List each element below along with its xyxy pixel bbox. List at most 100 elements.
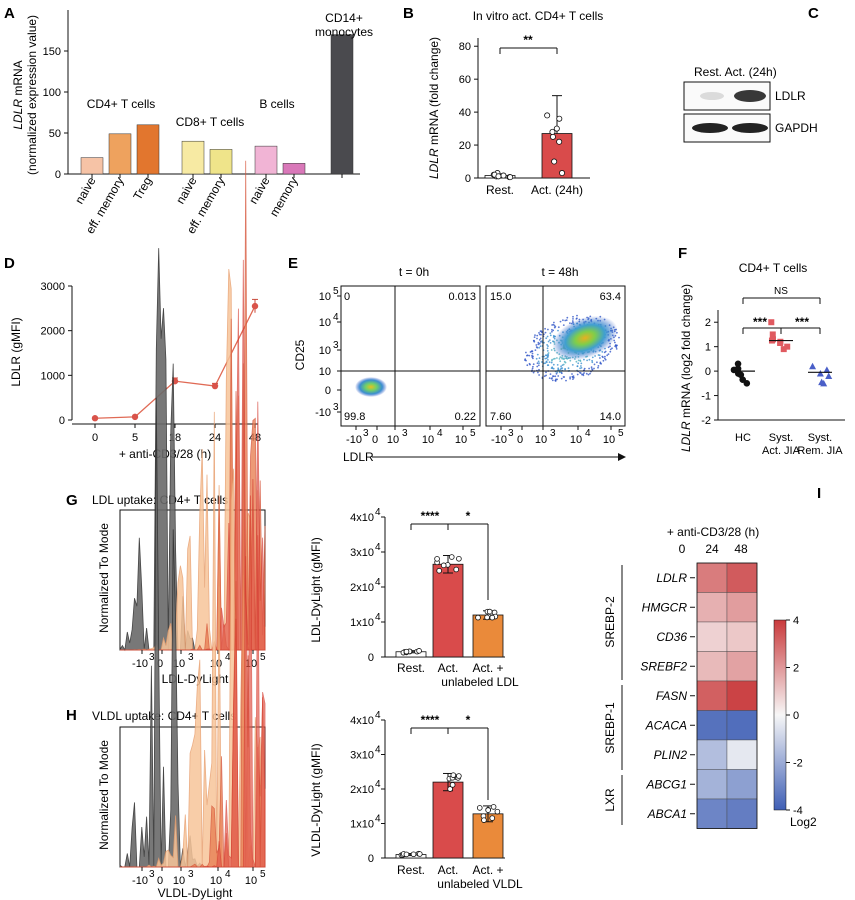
event-dot — [559, 368, 562, 371]
event-dot — [583, 358, 585, 361]
heat-cell — [696, 592, 728, 623]
panel-f-cat-rem-1: Syst. — [808, 432, 832, 444]
heat-row-label: ABCA1 — [647, 807, 687, 821]
event-dot — [551, 328, 553, 331]
data-point — [440, 562, 447, 569]
q48-lr: 14.0 — [600, 411, 621, 423]
data-point — [549, 133, 556, 140]
data-point — [784, 343, 791, 350]
colorbar-label: Log2 — [790, 815, 817, 829]
panel-g-hist-ylabel: Normalized To Mode — [97, 523, 111, 633]
heat-frame — [696, 562, 758, 829]
blot-ldlr-band-act — [734, 90, 766, 102]
panel-f-title: CD4+ T cells — [739, 261, 808, 275]
event-dot — [558, 371, 561, 374]
panel-d-xtick-label: 24 — [209, 432, 221, 444]
ytick-label: 0 — [368, 652, 374, 664]
colorbar-tick-label: 0 — [793, 710, 799, 722]
panel-f-cat-rem-2: Rem. JIA — [797, 445, 843, 457]
panel-e-ytick-label: 10 — [319, 366, 331, 378]
panel-g-cat-act: Act. — [438, 661, 459, 675]
data-point — [490, 804, 497, 810]
heat-row-label: ACACA — [645, 718, 687, 732]
event-dot — [597, 366, 599, 369]
event-dot — [539, 330, 542, 333]
heat-cell — [696, 562, 728, 593]
panel-b-ytick-label: 60 — [459, 74, 471, 86]
event-dot — [562, 324, 565, 326]
event-dot — [549, 342, 552, 344]
panel-e-xtick-label: 10 — [455, 434, 467, 446]
heat-cell — [696, 680, 728, 711]
data-point — [416, 648, 422, 654]
group-label-monocytes: monocytes — [315, 25, 373, 39]
event-dot — [571, 373, 573, 375]
event-dot — [562, 319, 564, 322]
event-dot — [601, 355, 604, 358]
event-dot — [566, 316, 569, 319]
data-point — [780, 346, 787, 353]
event-dot — [538, 346, 540, 349]
event-dot — [539, 341, 542, 343]
event-dot — [551, 366, 554, 369]
data-point — [734, 365, 742, 372]
panel-e-xtick-exp: 3 — [508, 428, 514, 439]
event-dot — [536, 334, 539, 337]
data-point — [416, 851, 423, 857]
panel-a-ytick-label: 0 — [55, 169, 61, 181]
event-dot — [549, 373, 552, 375]
data-point — [556, 138, 563, 145]
panel-g-cat-rest: Rest. — [397, 661, 425, 675]
panel-f-sig-2: *** — [795, 315, 809, 329]
event-dot — [591, 361, 594, 364]
data-point — [818, 378, 826, 386]
panel-e-xtick-label: 0 — [372, 434, 378, 446]
panel-e-xtick-exp: 5 — [470, 428, 476, 439]
panel-i-header: + anti-CD3/28 (h) — [667, 525, 759, 539]
group-label-b: B cells — [259, 97, 294, 111]
data-point — [485, 807, 491, 813]
ytick-label: 3x10 — [350, 547, 374, 559]
heat-cell — [696, 710, 728, 741]
event-dot — [543, 341, 545, 344]
histogram-act — [120, 259, 266, 651]
event-dot — [547, 359, 549, 361]
panel-label-i: I — [817, 485, 821, 502]
event-dot — [546, 344, 548, 346]
blot-ldlr-band-rest — [700, 92, 724, 100]
panel-b-ytick-label: 0 — [465, 173, 471, 185]
q0-ur: 0.013 — [448, 291, 476, 303]
event-dot — [614, 341, 616, 344]
event-dot — [537, 364, 540, 367]
data-point — [251, 302, 259, 310]
event-dot — [543, 355, 545, 358]
event-dot — [531, 367, 534, 370]
panel-f-ytick-label: -1 — [701, 391, 711, 403]
data-point — [734, 360, 742, 368]
heat-row-label: FASN — [656, 689, 687, 703]
bar — [181, 140, 205, 175]
event-dot — [560, 377, 563, 380]
event-dot — [569, 359, 572, 362]
ytick-exp: 4 — [375, 814, 381, 825]
panel-h-sig1: **** — [421, 713, 440, 727]
heat-cell — [696, 739, 728, 770]
event-dot — [572, 378, 574, 380]
panel-label-b: B — [403, 5, 414, 22]
event-dot — [547, 364, 550, 366]
event-dot — [596, 361, 598, 364]
event-dot — [572, 318, 574, 320]
event-dot — [602, 359, 605, 362]
panel-label-f: F — [678, 245, 687, 262]
colorbar — [773, 619, 787, 811]
event-dot — [561, 357, 564, 360]
panel-a-ytick-label: 150 — [43, 46, 61, 58]
event-dot — [559, 320, 562, 323]
event-dot — [586, 359, 588, 362]
heat-col-24: 24 — [705, 542, 719, 556]
data-point — [436, 567, 442, 574]
event-dot — [591, 356, 594, 359]
event-dot — [532, 365, 534, 368]
flow-plot-0h — [340, 285, 481, 427]
panel-f-cat-act-1: Syst. — [769, 432, 793, 444]
